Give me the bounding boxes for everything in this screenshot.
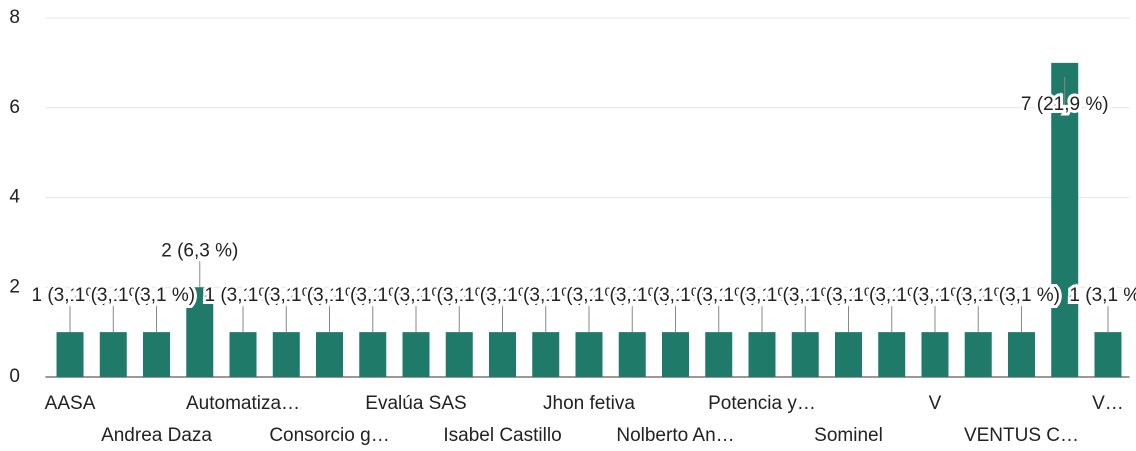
bar	[878, 332, 906, 377]
value-label: 1 (3,1 %)	[248, 285, 325, 306]
y-tick-label: 4	[9, 187, 20, 208]
bar	[489, 332, 517, 377]
value-label: 1 (3,1 %)	[550, 285, 627, 306]
bar	[316, 332, 344, 377]
x-tick-label: Potencia y…	[708, 393, 816, 414]
value-label: 1 (3,1 %)	[291, 285, 368, 306]
y-tick-label: 2	[9, 276, 20, 297]
bar	[575, 332, 603, 377]
x-tick-label: V	[929, 393, 942, 414]
value-label: 1 (3,1 %)	[896, 285, 973, 306]
value-label: 1 (3,1 %)	[810, 285, 887, 306]
x-tick-label: Sominel	[814, 425, 883, 446]
x-tick-label: Nolberto An…	[616, 425, 734, 446]
x-tick-label: Isabel Castillo	[443, 425, 561, 446]
bar	[834, 332, 862, 377]
value-label: 1 (3,1 %)	[680, 285, 757, 306]
bar	[1051, 62, 1079, 377]
bar	[272, 332, 300, 377]
value-label: 1 (3,1 %)	[75, 285, 152, 306]
bar	[705, 332, 733, 377]
value-label: 1 (3,1 %)	[1069, 285, 1136, 306]
bar	[1007, 332, 1035, 377]
value-label: 1 (3,1 %)	[334, 285, 411, 306]
bar	[56, 332, 84, 377]
value-label: 1 (3,1 %)	[594, 285, 671, 306]
y-tick-label: 6	[9, 97, 20, 118]
bar	[964, 332, 992, 377]
value-label: 1 (3,1 %)	[723, 285, 800, 306]
y-tick-label: 8	[9, 7, 20, 28]
x-tick-label: AASA	[45, 393, 96, 414]
value-label: 1 (3,1 %)	[767, 285, 844, 306]
value-label: 1 (3,1 %)	[853, 285, 930, 306]
bar	[445, 332, 473, 377]
bar	[143, 332, 171, 377]
x-tick-label: Evalúa SAS	[365, 393, 466, 414]
value-label: 1 (3,1 %)	[377, 285, 454, 306]
value-label: 1 (3,1 %)	[464, 285, 541, 306]
bar	[532, 332, 560, 377]
bar	[99, 332, 127, 377]
y-tick-label: 0	[9, 366, 20, 387]
bar	[229, 332, 257, 377]
x-tick-label: VENTUS C…	[964, 425, 1079, 446]
x-tick-label: Andrea Daza	[101, 425, 212, 446]
value-label: 2 (6,3 %)	[161, 240, 238, 261]
bar	[618, 332, 646, 377]
bar	[748, 332, 776, 377]
x-tick-label: V…	[1092, 393, 1124, 414]
value-label: 7 (21,9 %)	[1021, 94, 1109, 115]
value-label: 1 (3,1 %)	[204, 285, 281, 306]
bar	[791, 332, 819, 377]
value-label: 1 (3,1 %)	[118, 285, 195, 306]
x-tick-label: Jhon fetiva	[543, 393, 635, 414]
value-label: 1 (3,1 %)	[940, 285, 1017, 306]
bar	[186, 287, 214, 377]
bar	[1094, 332, 1122, 377]
bar	[359, 332, 387, 377]
value-label: 1 (3,1 %)	[637, 285, 714, 306]
bar	[921, 332, 949, 377]
x-tick-label: Automatiza…	[186, 393, 300, 414]
x-tick-label: Consorcio g…	[269, 425, 389, 446]
value-label: 1 (3,1 %)	[507, 285, 584, 306]
value-label: 1 (3,1 %)	[983, 285, 1060, 306]
bar	[661, 332, 689, 377]
bar	[402, 332, 430, 377]
value-label: 1 (3,1 %)	[421, 285, 498, 306]
value-label: 1 (3,1 %)	[31, 285, 108, 306]
